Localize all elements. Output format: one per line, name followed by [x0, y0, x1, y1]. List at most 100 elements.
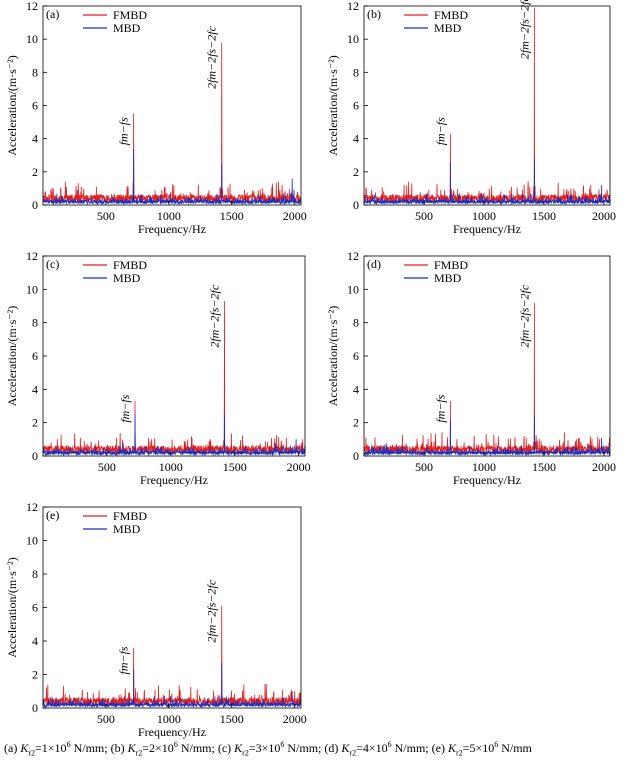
y-tick-label: 2 [353, 165, 359, 179]
y-tick-label: 6 [32, 349, 38, 363]
x-tick-label: 2000 [283, 209, 307, 223]
chart-panel: 0 2 4 6 8 10 12 500 1000 1500 2000 Frequency/Hz Acce… [326, 0, 616, 236]
panel-label: (b) [367, 7, 381, 21]
y-tick-label: 12 [26, 500, 38, 514]
caption-item: (b) Kr2=2×106 N/mm; [110, 740, 218, 758]
legend-label: FMBD [434, 258, 468, 272]
panel-label: (d) [367, 257, 381, 271]
y-tick-label: 12 [26, 249, 38, 263]
x-tick-label: 500 [415, 460, 433, 474]
y-tick-label: 0 [32, 701, 38, 715]
y-tick-label: 12 [347, 249, 359, 263]
series-line [42, 300, 306, 456]
panel-label: (c) [46, 257, 59, 271]
series-line [363, 302, 611, 456]
y-tick-label: 8 [32, 567, 38, 581]
y-tick-label: 4 [32, 634, 38, 648]
x-axis-label: Frequency/Hz [453, 222, 521, 236]
y-tick-label: 0 [353, 198, 359, 212]
y-tick-label: 4 [353, 132, 359, 146]
legend-label: FMBD [113, 8, 147, 22]
x-tick-label: 2000 [283, 712, 307, 726]
series-line [363, 158, 611, 206]
y-tick-label: 12 [26, 0, 38, 13]
legend-label: MBD [434, 271, 462, 285]
y-tick-label: 8 [32, 316, 38, 330]
y-tick-label: 0 [32, 449, 38, 463]
y-tick-label: 2 [32, 668, 38, 682]
y-axis-label: Acceleration/(m·s⁻²) [326, 306, 340, 407]
peak-annotation: fm−fs [433, 394, 447, 422]
x-tick-label: 1500 [223, 460, 247, 474]
panel-label: (e) [46, 508, 59, 522]
legend-label: FMBD [434, 8, 468, 22]
series-line [363, 415, 611, 457]
x-tick-label: 500 [97, 712, 115, 726]
y-tick-label: 4 [32, 132, 38, 146]
y-axis-label: Acceleration/(m·s⁻²) [5, 306, 19, 407]
y-tick-label: 10 [26, 534, 38, 548]
y-tick-label: 2 [32, 416, 38, 430]
peak-annotation: 2fm−2fs−2fc [205, 25, 219, 89]
plot-frame [42, 506, 302, 709]
y-tick-label: 2 [353, 416, 359, 430]
y-tick-label: 10 [26, 282, 38, 296]
y-tick-label: 0 [32, 198, 38, 212]
y-axis-label: Acceleration/(m·s⁻²) [5, 55, 19, 156]
x-tick-label: 1000 [472, 209, 496, 223]
plot-frame [42, 5, 302, 206]
plot-frame [363, 5, 611, 206]
x-tick-label: 1000 [157, 712, 181, 726]
peak-annotation: fm−fs [118, 394, 132, 422]
peak-annotation: 2fm−2fs−2fc [205, 579, 219, 643]
y-tick-label: 10 [347, 32, 359, 46]
plot-frame [363, 255, 611, 457]
legend-label: MBD [113, 271, 141, 285]
legend-label: FMBD [113, 509, 147, 523]
x-tick-label: 1500 [532, 460, 556, 474]
y-tick-label: 8 [353, 65, 359, 79]
legend-label: MBD [434, 21, 462, 35]
y-tick-label: 4 [32, 382, 38, 396]
series-line [363, 7, 611, 204]
legend-label: MBD [113, 21, 141, 35]
x-axis-label: Frequency/Hz [138, 222, 206, 236]
panel-label: (a) [46, 7, 59, 21]
x-tick-label: 2000 [287, 460, 311, 474]
x-axis-label: Frequency/Hz [140, 473, 208, 487]
y-tick-label: 8 [32, 65, 38, 79]
x-tick-label: 1000 [157, 209, 181, 223]
x-tick-label: 1000 [159, 460, 183, 474]
series-line [42, 662, 302, 709]
chart-panel: 0 2 4 6 8 10 12 500 1000 1500 2000 Frequency/Hz Acce… [326, 249, 616, 487]
y-tick-label: 6 [32, 99, 38, 113]
y-tick-label: 2 [32, 165, 38, 179]
y-tick-label: 6 [353, 349, 359, 363]
series-line [42, 414, 306, 457]
caption-item: (e) Kr2=5×106 N/mm [431, 740, 532, 758]
y-tick-label: 6 [353, 99, 359, 113]
peak-annotation: fm−fs [117, 117, 131, 145]
series-line [42, 605, 302, 707]
x-tick-label: 500 [97, 209, 115, 223]
y-tick-label: 8 [353, 316, 359, 330]
peak-annotation: fm−fs [433, 117, 447, 145]
x-tick-label: 1000 [472, 460, 496, 474]
peak-annotation: 2fm−2fs−2fc [207, 284, 221, 348]
x-tick-label: 1500 [532, 209, 556, 223]
y-axis-label: Acceleration/(m·s⁻²) [326, 55, 340, 156]
y-tick-label: 10 [347, 282, 359, 296]
caption-item: (c) Kr2=3×106 N/mm; [217, 740, 325, 758]
x-axis-label: Frequency/Hz [453, 473, 521, 487]
x-tick-label: 2000 [592, 209, 616, 223]
x-tick-label: 500 [98, 460, 116, 474]
y-tick-label: 12 [347, 0, 359, 13]
x-axis-label: Frequency/Hz [138, 725, 206, 739]
x-tick-label: 1500 [220, 712, 244, 726]
x-tick-label: 2000 [592, 460, 616, 474]
y-tick-label: 6 [32, 601, 38, 615]
y-axis-label: Acceleration/(m·s⁻²) [5, 557, 19, 658]
caption-item: (a) Kr2=1×106 N/mm; [4, 740, 111, 758]
chart-panel: 0 2 4 6 8 10 12 500 1000 1500 2000 Frequency/Hz Acce… [5, 500, 307, 739]
